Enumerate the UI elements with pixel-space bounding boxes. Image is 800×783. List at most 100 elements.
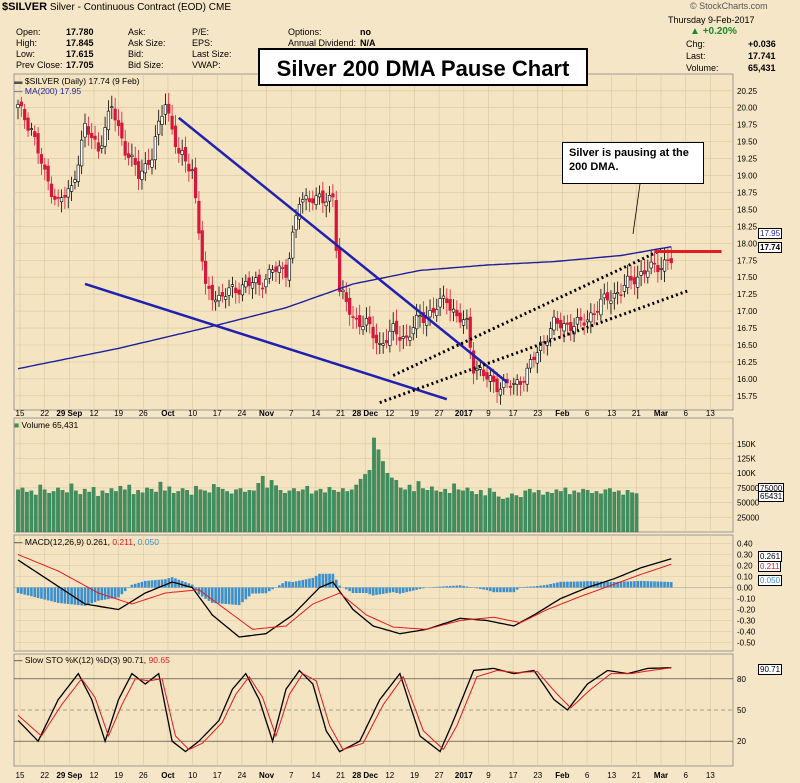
macd-histogram-bar [140,581,144,588]
volume-bar [234,489,238,533]
field-lastsize: Last Size: [192,49,232,59]
x-tick-label-top: 13 [706,409,715,418]
volume-bar [376,449,381,533]
macd-histogram-bar [40,587,43,599]
macd-histogram-bar [328,573,331,588]
header-date: Thursday 9-Feb-2017 [668,15,755,25]
volume-bar [118,485,123,533]
volume-y-tick-label: 25000 [737,513,760,522]
macd-histogram-bar [569,581,573,588]
candle-body [120,122,124,139]
volume-bar [176,491,181,533]
candle-body [36,133,40,154]
macd-histogram-bar [592,581,596,588]
macd-histogram-bar [214,587,217,604]
volume-bar [510,493,514,533]
macd-histogram-bar [358,587,361,593]
up-arrow-icon: ▲ [690,26,700,37]
macd-histogram-bar [110,587,114,599]
volume-bar [483,495,488,533]
macd-histogram-bar [623,581,626,588]
candle-body [16,104,20,109]
volume-bar [354,484,359,533]
candle-body [317,193,322,198]
macd-histogram-bar [251,587,254,594]
x-tick-label-top: 6 [585,409,590,418]
volume-bar [198,489,203,533]
macd-histogram-bar [80,587,83,606]
x-tick-label-bottom: 21 [336,771,345,780]
volume-current-label: 65431 [758,491,785,502]
macd-histogram-bar [50,587,53,602]
candle-body [287,258,291,281]
macd-histogram-bar [465,586,469,588]
volume-bar [180,488,185,533]
volume-bar [300,489,305,533]
candle-body [80,139,84,167]
macd-histogram-bar [244,587,248,600]
price-y-tick-label: 17.25 [737,290,758,299]
macd-legend-prefix: MACD(12,26,9) [24,537,84,547]
volume-bar [608,488,612,533]
macd-histogram-bar [572,581,576,588]
candle-body [270,269,275,273]
volume-bar [336,491,341,533]
volume-bar [314,490,319,533]
macd-histogram-bar [53,587,57,603]
volume-bar [554,489,559,533]
volume-bar [251,490,256,533]
macd-y-tick-label: -0.20 [737,606,756,615]
macd-legend: — MACD(12,26,9) 0.261, 0.211, 0.050 [14,537,159,547]
volume-y-tick-label: 150K [737,440,756,449]
candle-body [354,317,358,320]
volume-bar [100,490,105,533]
watermark: © StockCharts.com [690,1,768,11]
candle-body [86,126,90,135]
macd-histogram-bar [348,587,351,592]
candle-body [110,106,114,109]
price-y-tick-label: 19.25 [737,155,758,164]
macd-histogram-bar [542,585,546,588]
x-tick-label-bottom: Oct [161,771,175,780]
candle-body [234,287,238,294]
volume-bar [65,492,69,533]
volume-bar [492,491,497,533]
x-tick-label-top: 23 [533,409,542,418]
callout-pointer [632,183,641,235]
candle-body [518,381,523,385]
sto-current-label: 90.71 [758,664,783,675]
volume-bar [381,461,385,533]
candle-body [140,170,144,180]
volume-bar [434,490,439,533]
sto-legend: — Slow STO %K(12) %D(3) 90.71, 90.65 [14,655,170,665]
volume-bar [452,483,456,533]
macd-histogram-bar [576,581,579,588]
macd-histogram-bar [482,587,485,590]
candle-body [522,380,526,383]
macd-histogram-bar [221,587,224,604]
macd-histogram-bar [217,587,221,604]
macd-histogram-bar [33,587,37,598]
macd-histogram-bar [639,580,643,588]
candle-body [662,259,667,272]
macd-histogram-bar [103,587,107,600]
volume-bar [74,490,78,533]
candle-body [579,316,583,321]
macd-histogram-bar [435,586,439,588]
field-asksize: Ask Size: [128,38,166,48]
candle-body [126,153,131,159]
volume-bar [630,492,634,533]
candle-body [324,201,328,207]
macd-histogram-bar [412,587,415,591]
x-tick-label-top: 19 [114,409,123,418]
candle-body [659,268,663,270]
field-prevclose-label: Prev Close: [16,60,63,70]
volume-bar [416,481,421,533]
candle-body [622,285,626,292]
candle-body [404,335,409,338]
candle-body [116,120,121,127]
price-legend: ▬ $SILVER (Daily) 17.74 (9 Feb) [14,76,140,86]
ma200-line [17,246,672,370]
x-tick-label-top: 29 Sep [56,409,82,418]
